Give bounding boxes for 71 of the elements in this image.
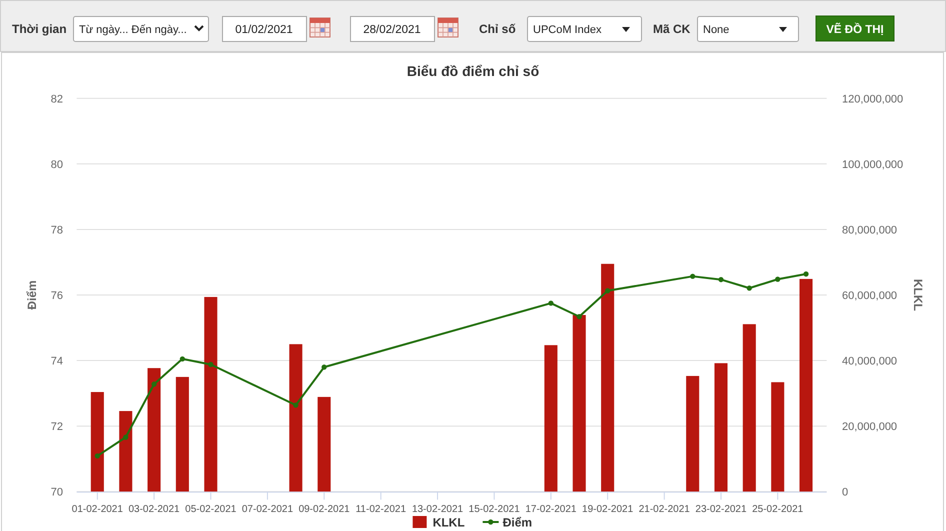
point xyxy=(718,276,724,282)
point xyxy=(151,382,157,387)
bar xyxy=(176,376,189,492)
y2-tick-label: 60,000,000 xyxy=(842,290,898,302)
bar xyxy=(771,382,784,492)
x-tick-label: 13-02-2021 xyxy=(412,504,464,515)
text: Mã CK xyxy=(653,22,691,36)
bar xyxy=(601,264,614,492)
text: 28/02/2021 xyxy=(363,24,421,36)
point xyxy=(123,434,128,440)
bar xyxy=(119,411,132,492)
point xyxy=(293,402,298,408)
legend-label: Điểm xyxy=(502,516,532,530)
x-tick-label: 03-02-2021 xyxy=(128,504,180,515)
point xyxy=(322,364,327,370)
point xyxy=(605,288,610,294)
x-tick-label: 19-02-2021 xyxy=(582,504,634,515)
x-tick-label: 25-02-2021 xyxy=(752,504,804,515)
x-tick-label: 11-02-2021 xyxy=(356,504,406,515)
bar xyxy=(289,344,302,492)
text: None xyxy=(703,24,730,36)
bar xyxy=(714,363,728,492)
y-tick-label: 70 xyxy=(50,486,63,499)
text: 01/02/2021 xyxy=(235,24,293,36)
chart-title: Biểu đồ điểm chỉ số xyxy=(406,63,540,79)
bar xyxy=(318,396,331,492)
y-axis-title: Điểm xyxy=(25,280,39,310)
y2-axis-title: KLKL xyxy=(911,279,925,311)
point xyxy=(803,271,809,277)
bar xyxy=(148,368,161,492)
x-tick-label: 23-02-2021 xyxy=(695,504,748,515)
x-tick-label: 05-02-2021 xyxy=(185,504,237,515)
y2-tick-label: 0 xyxy=(842,486,848,499)
point xyxy=(746,286,752,291)
text: Chỉ số xyxy=(479,22,516,36)
x-tick-label: 17-02-2021 xyxy=(525,504,577,515)
bar xyxy=(544,345,558,492)
y-tick-label: 76 xyxy=(50,290,63,302)
bar xyxy=(90,392,104,492)
point xyxy=(94,453,100,459)
point xyxy=(775,276,780,282)
text: Thời gian xyxy=(12,22,67,36)
y-tick-label: 74 xyxy=(50,356,63,368)
y-tick-label: 78 xyxy=(50,224,63,236)
bar xyxy=(800,278,813,492)
text: UPCoM Index xyxy=(533,24,602,36)
text: Từ ngày... Đến ngày... xyxy=(79,24,187,36)
point xyxy=(180,356,186,362)
bar xyxy=(204,296,218,492)
x-tick-label: 15-02-2021 xyxy=(468,504,520,515)
bar xyxy=(742,324,756,492)
y-tick-label: 80 xyxy=(50,158,63,171)
y-tick-label: 72 xyxy=(50,421,63,434)
bar xyxy=(686,376,700,492)
y2-tick-label: 120,000,000 xyxy=(842,93,904,106)
x-tick-label: 01-02-2021 xyxy=(72,504,124,515)
x-tick-label: 21-02-2021 xyxy=(638,504,690,515)
point xyxy=(548,300,554,306)
x-tick-label: 07-02-2021 xyxy=(242,504,294,515)
text: VẼ ĐỒ THỊ xyxy=(826,22,884,36)
point xyxy=(690,274,696,279)
bar xyxy=(572,314,586,492)
point xyxy=(208,362,214,368)
x-tick-label: 09-02-2021 xyxy=(298,504,350,515)
legend-label: KLKL xyxy=(432,516,465,530)
y2-tick-label: 80,000,000 xyxy=(842,224,898,236)
point xyxy=(576,314,582,320)
y-tick-label: 82 xyxy=(50,93,63,106)
y2-tick-label: 20,000,000 xyxy=(842,421,898,434)
y2-tick-label: 40,000,000 xyxy=(842,356,898,368)
y2-tick-label: 100,000,000 xyxy=(842,158,904,171)
